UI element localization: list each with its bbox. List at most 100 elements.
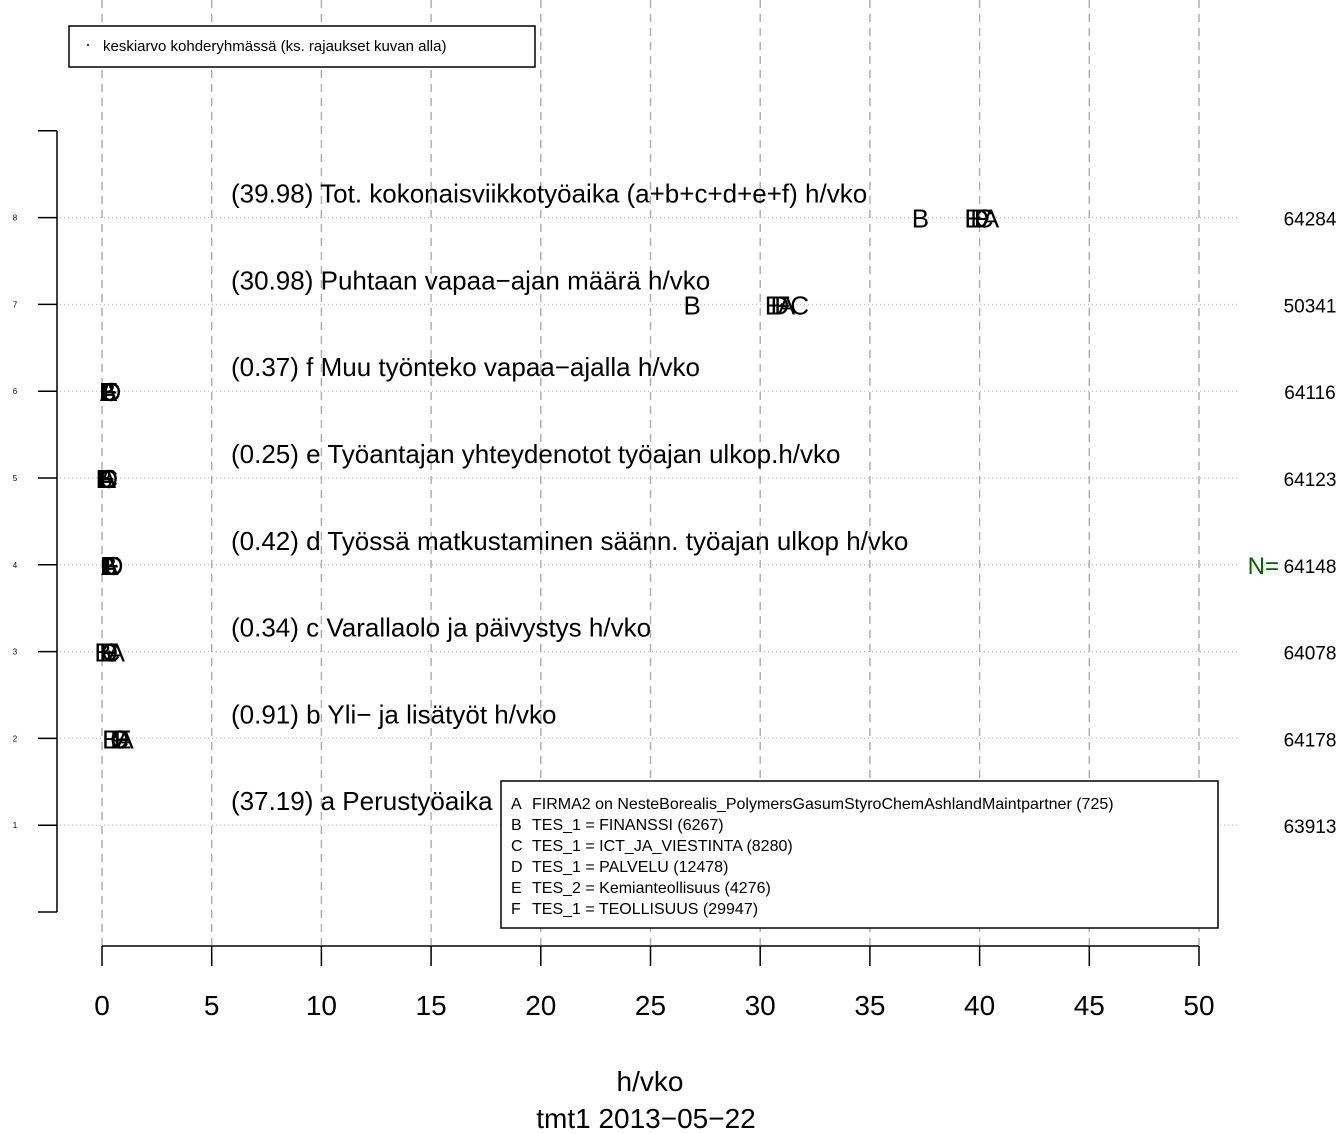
- point-B: B: [94, 638, 111, 668]
- row-mean-marker: [120, 737, 124, 740]
- y-tick-label-3: 3: [13, 648, 18, 657]
- row-label: (0.25) e Työantajan yhteydenotot työajan…: [231, 439, 841, 469]
- point-C: C: [790, 290, 809, 320]
- row-mean-marker: [106, 476, 109, 480]
- x-axis-label: h/vko: [617, 1066, 684, 1097]
- x-tick-label-20: 20: [525, 990, 556, 1021]
- y-tick-label-1: 1: [13, 821, 18, 830]
- x-tick-label-30: 30: [745, 990, 776, 1021]
- point-B: B: [100, 551, 117, 581]
- x-tick-label-45: 45: [1074, 990, 1105, 1021]
- point-E: E: [964, 204, 981, 234]
- n-prefix: N=: [1248, 553, 1279, 580]
- y-tick-label-2: 2: [13, 734, 18, 743]
- point-E: E: [114, 724, 131, 754]
- point-A: A: [99, 464, 117, 494]
- row-6: (0.37) f Muu työnteko vapaa−ajalla h/vko…: [99, 352, 1336, 407]
- point-B: B: [99, 377, 116, 407]
- point-D: D: [105, 551, 124, 581]
- point-A: A: [101, 551, 119, 581]
- row-label: (0.34) c Varallaolo ja päivystys h/vko: [231, 613, 651, 643]
- point-F: F: [99, 464, 115, 494]
- point-B: B: [102, 724, 119, 754]
- point-C: C: [104, 551, 123, 581]
- group-legend: A FIRMA2 on NesteBorealis_PolymersGasumSt…: [500, 780, 1219, 929]
- group-legend-text-A: FIRMA2 on NesteBorealis_PolymersGasumSty…: [532, 796, 1114, 813]
- row-n-value: 64123: [1284, 470, 1337, 491]
- row-4: (0.42) d Työssä matkustaminen säänn. työ…: [100, 526, 1337, 581]
- point-F: F: [100, 638, 116, 668]
- x-tick-label-40: 40: [964, 990, 995, 1021]
- y-tick-label-8: 8: [13, 214, 18, 223]
- x-tick-label-0: 0: [94, 990, 110, 1021]
- top-legend: keskiarvo kohderyhmässä (ks. rajaukset k…: [68, 25, 536, 68]
- group-legend-letter-C: C: [511, 838, 523, 855]
- row-n-value: 64078: [1284, 644, 1337, 665]
- x-axis: 0 5 10 15 20 25 30 35 40 45 50: [94, 945, 1215, 1021]
- row-label: (0.42) d Työssä matkustaminen säänn. työ…: [231, 526, 908, 556]
- point-E: E: [102, 551, 119, 581]
- row-label: (30.98) Puhtaan vapaa−ajan määrä h/vko: [231, 265, 710, 295]
- point-A: A: [116, 724, 134, 754]
- point-F: F: [774, 290, 790, 320]
- x-tick-label-35: 35: [854, 990, 885, 1021]
- point-E: E: [100, 638, 117, 668]
- row-label: (0.37) f Muu työnteko vapaa−ajalla h/vko: [231, 352, 700, 382]
- group-legend-letter-D: D: [511, 859, 523, 876]
- point-B: B: [684, 290, 701, 320]
- group-legend-text-C: TES_1 = ICT_JA_VIESTINTA (8280): [532, 838, 793, 855]
- y-tick-label-4: 4: [13, 561, 18, 570]
- chart-caption: tmt1 2013−05−22: [536, 1103, 756, 1134]
- point-E: E: [98, 464, 115, 494]
- group-legend-text-D: TES_1 = PALVELU (12478): [532, 859, 728, 876]
- row-n-value: 64116: [1284, 383, 1335, 404]
- point-F: F: [974, 204, 990, 234]
- group-legend-text-E: TES_2 = Kemianteollisuus (4276): [532, 880, 771, 897]
- top-legend-symbol: [87, 44, 89, 46]
- point-A: A: [108, 638, 126, 668]
- point-D: D: [99, 464, 118, 494]
- x-tick-label-50: 50: [1183, 990, 1214, 1021]
- point-C: C: [101, 377, 120, 407]
- point-F: F: [102, 377, 118, 407]
- row-5: (0.25) e Työantajan yhteydenotot työajan…: [96, 439, 1337, 494]
- group-legend-entries: A FIRMA2 on NesteBorealis_PolymersGasumSt…: [511, 796, 1114, 918]
- group-legend-letter-E: E: [511, 880, 522, 897]
- point-C: C: [99, 464, 118, 494]
- group-legend-letter-A: A: [511, 796, 522, 813]
- row-mean-marker: [780, 303, 783, 306]
- point-F: F: [103, 551, 119, 581]
- point-D: D: [99, 638, 118, 668]
- point-C: C: [975, 204, 994, 234]
- point-B: B: [96, 464, 113, 494]
- row-label: (0.91) b Yli− ja lisätyöt h/vko: [231, 699, 556, 729]
- point-C: C: [101, 638, 120, 668]
- point-E: E: [765, 290, 782, 320]
- y-tick-label-5: 5: [13, 474, 18, 483]
- point-E: E: [100, 377, 117, 407]
- row-n-value: 64178: [1284, 730, 1337, 751]
- top-legend-text: keskiarvo kohderyhmässä (ks. rajaukset k…: [103, 38, 446, 55]
- point-A: A: [982, 204, 1000, 234]
- row-n-value: 64284: [1284, 210, 1337, 231]
- group-legend-letter-B: B: [511, 817, 522, 834]
- row-3: (0.34) c Varallaolo ja päivystys h/vko AB…: [94, 613, 1336, 668]
- point-B: B: [912, 204, 929, 234]
- row-mean-marker: [108, 650, 111, 653]
- group-legend-text-B: TES_1 = FINANSSI (6267): [532, 817, 724, 834]
- y-axis: 1 2 3 4 5 6 7 8: [13, 130, 58, 913]
- row-mean-marker: [108, 390, 112, 393]
- point-A: A: [100, 377, 118, 407]
- group-legend-box: [500, 780, 1219, 929]
- x-tick-label-15: 15: [416, 990, 447, 1021]
- point-F: F: [114, 724, 130, 754]
- point-D: D: [771, 290, 790, 320]
- row-mean-marker: [977, 216, 981, 219]
- x-tick-label-5: 5: [204, 990, 220, 1021]
- row-8: (39.98) Tot. kokonaisviikkotyöaika (a+b+…: [231, 179, 1337, 234]
- x-tick-label-10: 10: [306, 990, 337, 1021]
- row-mean-marker: [110, 563, 113, 566]
- y-tick-label-6: 6: [13, 387, 18, 396]
